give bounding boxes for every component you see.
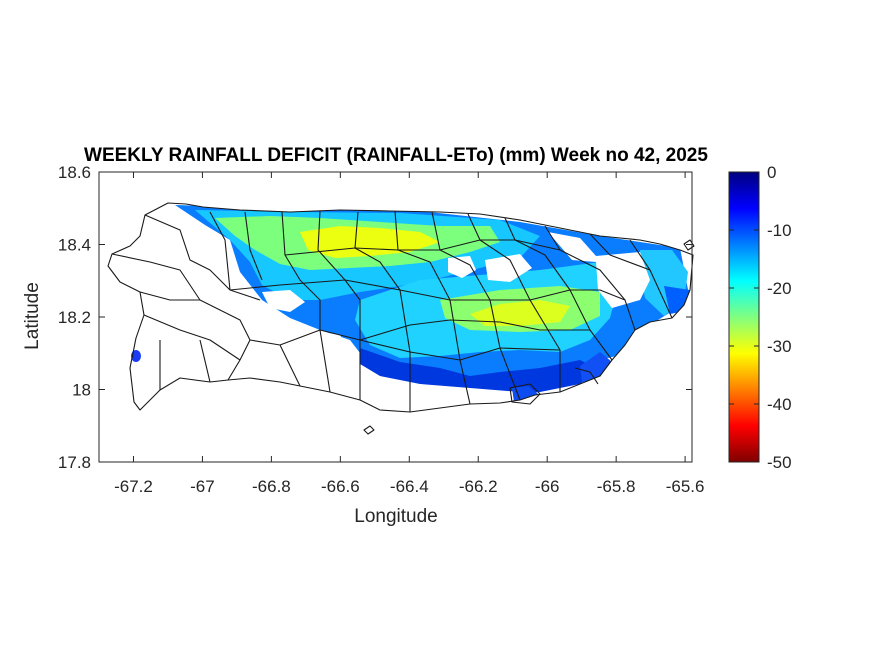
field-nodata-hole3 [485,254,532,282]
boundary-w2 [111,253,251,381]
field-nodata-hole1 [262,290,305,312]
colorbar-tick-label: 0 [767,163,776,182]
boundary-h2 [284,239,561,256]
y-tick-label: 18.4 [58,236,91,255]
southwest-islet [363,425,375,435]
field-yellow-east [470,300,570,326]
y-tick-label: 18 [72,381,91,400]
boundary-n3 [281,211,321,330]
boundary-h3 [359,319,590,341]
y-axis-label: Latitude [22,282,43,350]
island-southeast-tip [574,367,599,385]
colorbar-tick-label: -50 [767,453,792,472]
boundary-n9 [504,217,613,361]
boundary-w4 [143,314,241,361]
boundary-w1 [144,214,261,301]
boundary-n5 [354,211,411,353]
x-tick-label: -66.6 [321,477,360,496]
x-axis: -67.2 -67 -66.8 -66.6 -66.4 -66.2 -66 -65.8 -65.… [114,172,704,496]
south-islet [509,383,541,405]
y-axis: 17.8 18 18.2 18.4 18.6 [58,163,692,472]
boundary-e2 [589,233,673,319]
colorbar-tick-label: -20 [767,279,792,298]
x-tick-label: -67.2 [114,477,153,496]
colorbar-tick-label: -40 [767,395,792,414]
municipal-boundaries [107,202,695,435]
colorbar: 0 -10 -20 -30 -40 -50 [728,163,792,472]
chart-title: WEEKLY RAINFALL DEFICIT (RAINFALL-ETo) (… [84,145,708,166]
colorbar-tick-label: -30 [767,337,792,356]
boundary-n8 [467,213,561,351]
colorbar-tick-label: -10 [767,221,792,240]
boundary-e1 [544,225,636,331]
plot-area: -67.2 -67 -66.8 -66.6 -66.4 -66.2 -66 -65.8 -65.… [58,163,705,496]
y-tick-label: 17.8 [58,453,91,472]
colorbar-ticks: 0 -10 -20 -30 -40 -50 [729,163,792,472]
boundary-n7 [431,211,501,349]
y-tick-label: 18.6 [58,163,91,182]
boundary-h1 [229,279,626,301]
boundary-e3 [629,239,651,271]
x-axis-label: Longitude [354,506,437,527]
x-tick-label: -66.8 [252,477,291,496]
boundary-w6 [199,339,211,383]
x-tick-label: -67 [190,477,215,496]
x-tick-label: -66 [535,477,560,496]
colorbar-scale [728,171,760,463]
y-tick-label: 18.2 [58,308,91,327]
x-tick-label: -65.6 [666,477,705,496]
x-tick-label: -66.4 [390,477,429,496]
boundary-n1 [209,211,231,291]
x-tick-label: -65.8 [597,477,636,496]
field-nodata-hole2 [448,256,476,278]
x-tick-label: -66.2 [459,477,498,496]
boundary-n2 [244,211,263,281]
east-islet [683,239,695,251]
boundary-w3 [139,291,200,301]
